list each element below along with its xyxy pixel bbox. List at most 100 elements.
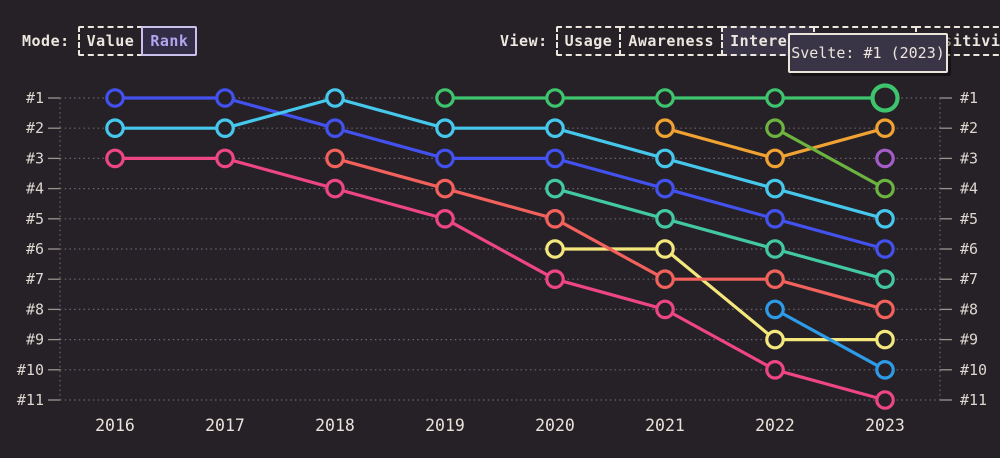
data-point-svelte-2019[interactable] [435,88,455,108]
right-rank-label-11: #11 [960,391,987,409]
mode-button-rank[interactable]: Rank [141,26,198,56]
left-rank-label-5: #5 [26,210,44,228]
data-point-light-green-2022[interactable] [765,118,785,138]
mode-button-value[interactable]: Value [77,26,144,56]
mode-button-row: Value Rank [77,26,198,56]
data-point-blue-2019[interactable] [435,148,455,169]
data-point-cyan-2020[interactable] [545,118,565,138]
data-point-cyan-2022[interactable] [765,178,785,199]
line-sky-blue[interactable] [773,307,887,372]
data-point-blue-2017[interactable] [215,88,235,108]
data-point-sky-blue-2023[interactable] [875,359,895,380]
data-point-light-green-2023[interactable] [875,178,895,199]
data-point-svelte-2023-highlighted[interactable] [870,83,900,113]
right-rank-label-1: #1 [960,89,978,107]
right-rank-label-10: #10 [960,361,987,379]
mode-toggle: Mode: Value Rank [22,26,198,56]
right-rank-label-9: #9 [960,331,978,349]
view-label: View: [500,32,548,50]
data-point-cyan-2018[interactable] [325,88,345,108]
data-point-red-2020[interactable] [545,209,565,229]
data-point-blue-2016[interactable] [105,88,125,108]
year-label-2023: 2023 [865,416,905,435]
svelte-rank-tooltip: Svelte: #1 (2023) [788,33,948,73]
data-point-cyan-2016[interactable] [105,118,125,138]
right-rank-label-3: #3 [960,149,978,167]
view-button-usage[interactable]: Usage [555,26,622,56]
data-point-yellow-2023[interactable] [875,329,895,350]
year-label-2017: 2017 [205,416,245,435]
right-rank-label-7: #7 [960,270,978,288]
data-point-pink-2021[interactable] [655,299,675,320]
data-point-red-2019[interactable] [435,178,455,199]
line-light-green[interactable] [773,126,887,191]
year-label-2020: 2020 [535,416,575,435]
data-point-sky-blue-2022[interactable] [765,299,785,320]
view-button-awareness[interactable]: Awareness [619,26,724,56]
mode-label: Mode: [22,32,70,50]
left-rank-label-7: #7 [26,270,44,288]
data-point-teal-2023[interactable] [875,269,895,289]
data-point-blue-2023[interactable] [875,239,895,259]
data-point-purple-2023[interactable] [875,148,895,169]
data-point-blue-2022[interactable] [765,209,785,229]
left-rank-label-4: #4 [26,180,44,198]
right-rank-label-2: #2 [960,119,978,137]
data-point-teal-2021[interactable] [655,209,675,229]
data-point-cyan-2023[interactable] [875,209,895,229]
data-point-red-2018[interactable] [325,148,345,169]
data-point-svelte-2021[interactable] [655,88,675,108]
year-label-2022: 2022 [755,416,795,435]
left-rank-label-9: #9 [26,331,44,349]
right-rank-label-6: #6 [960,240,978,258]
data-point-svelte-2022[interactable] [765,88,785,108]
line-blue[interactable] [113,96,887,251]
data-point-teal-2022[interactable] [765,239,785,259]
data-point-pink-2016[interactable] [105,148,125,169]
data-point-pink-2017[interactable] [215,148,235,169]
data-point-svelte-2020[interactable] [545,88,565,108]
data-point-yellow-2022[interactable] [765,329,785,350]
left-rank-label-10: #10 [17,361,44,379]
data-point-red-2022[interactable] [765,269,785,289]
data-point-orange-2021[interactable] [655,118,675,138]
data-point-cyan-2019[interactable] [435,118,455,138]
year-label-2021: 2021 [645,416,685,435]
data-point-blue-2021[interactable] [655,178,675,199]
right-rank-label-8: #8 [960,300,978,318]
data-point-blue-2020[interactable] [545,148,565,169]
data-point-pink-2022[interactable] [765,359,785,380]
left-rank-label-1: #1 [26,89,44,107]
line-teal[interactable] [553,187,887,281]
line-pink[interactable] [113,156,887,402]
left-rank-label-3: #3 [26,149,44,167]
left-rank-label-6: #6 [26,240,44,258]
left-rank-label-8: #8 [26,300,44,318]
right-rank-label-5: #5 [960,210,978,228]
data-point-pink-2020[interactable] [545,269,565,289]
data-point-yellow-2021[interactable] [655,239,675,259]
data-point-pink-2018[interactable] [325,178,345,199]
year-label-2019: 2019 [425,416,465,435]
data-point-pink-2019[interactable] [435,209,455,229]
year-label-2016: 2016 [95,416,135,435]
data-point-cyan-2021[interactable] [655,148,675,169]
data-point-blue-2018[interactable] [325,118,345,138]
line-red[interactable] [333,156,887,311]
right-rank-label-4: #4 [960,180,978,198]
data-point-orange-2023[interactable] [875,118,895,138]
data-point-pink-2023[interactable] [875,390,895,410]
data-point-yellow-2020[interactable] [545,239,565,259]
tooltip-text: Svelte: #1 (2023) [791,44,945,62]
data-point-red-2023[interactable] [875,299,895,320]
line-cyan[interactable] [113,96,887,221]
data-point-teal-2020[interactable] [545,178,565,199]
data-point-cyan-2017[interactable] [215,118,235,138]
data-point-red-2021[interactable] [655,269,675,289]
year-label-2018: 2018 [315,416,355,435]
data-point-orange-2022[interactable] [765,148,785,169]
left-rank-label-11: #11 [17,391,44,409]
left-rank-label-2: #2 [26,119,44,137]
